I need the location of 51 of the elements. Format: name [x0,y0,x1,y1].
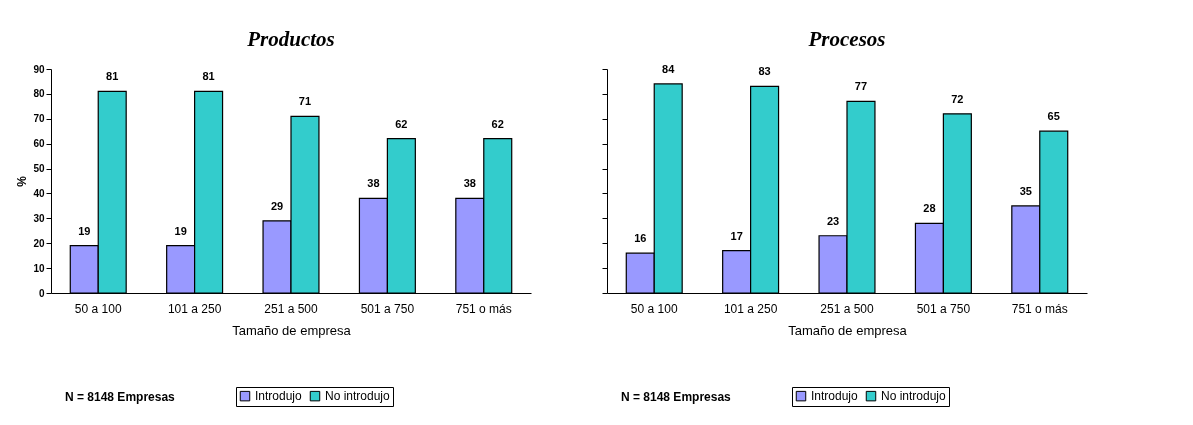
data-label: 19 [78,224,91,237]
data-label: 77 [854,80,868,93]
legend-label: No introdujo [881,389,947,404]
data-label: 71 [298,95,312,108]
x-tick-label: 251 a 500 [264,301,319,316]
y-tick-label: 40 [33,187,45,199]
y-tick-label: 60 [33,138,45,150]
data-label: 72 [951,92,964,105]
data-label: 29 [270,199,284,212]
legend-label: Introdujo [811,389,859,404]
data-label: 62 [491,117,504,130]
legend-label: Introdujo [255,389,303,404]
data-label: 38 [463,177,476,190]
y-tick-label: 80 [33,88,45,100]
x-tick-label: 501 a 750 [916,301,971,316]
x-tick-label: 50 a 100 [74,301,122,316]
data-label: 81 [106,70,119,83]
data-label: 83 [758,65,771,78]
data-label: 23 [826,214,840,227]
y-tick-label: 10 [33,262,45,274]
y-tick-label: 30 [33,212,45,224]
data-label: 35 [1019,184,1032,197]
data-label: 38 [367,177,380,190]
x-tick-label: 50 a 100 [630,301,678,316]
text: N = 8148 Empresas [621,390,732,404]
data-label: 17 [730,229,743,242]
x-tick-label: 101 a 250 [167,301,222,316]
x-tick-label: 751 o más [455,301,512,316]
y-tick-label: 90 [33,63,45,75]
legend-label: No introdujo [325,389,391,404]
data-label: 84 [662,62,676,75]
y-axis-title: % [15,175,30,187]
y-tick-label: 20 [33,237,45,249]
x-tick-label: 501 a 750 [360,301,415,316]
y-tick-label: 0 [38,287,45,299]
x-axis-title: Tamaño de empresa [788,322,908,338]
x-axis-title: Tamaño de empresa [232,322,352,338]
data-label: 65 [1047,110,1060,123]
y-tick-label: 70 [33,113,45,125]
text: N = 8148 Empresas [65,390,176,404]
x-tick-label: 101 a 250 [723,301,778,316]
data-label: 81 [202,70,215,83]
chart-title: Productos [246,27,335,51]
data-label: 62 [395,117,408,130]
data-label: 19 [174,224,187,237]
chart-title: Procesos [807,26,886,51]
data-label: 28 [923,202,936,215]
x-tick-label: 751 o más [1011,301,1068,316]
x-tick-label: 251 a 500 [820,301,875,316]
data-label: 16 [634,232,647,245]
y-tick-label: 50 [33,163,45,175]
